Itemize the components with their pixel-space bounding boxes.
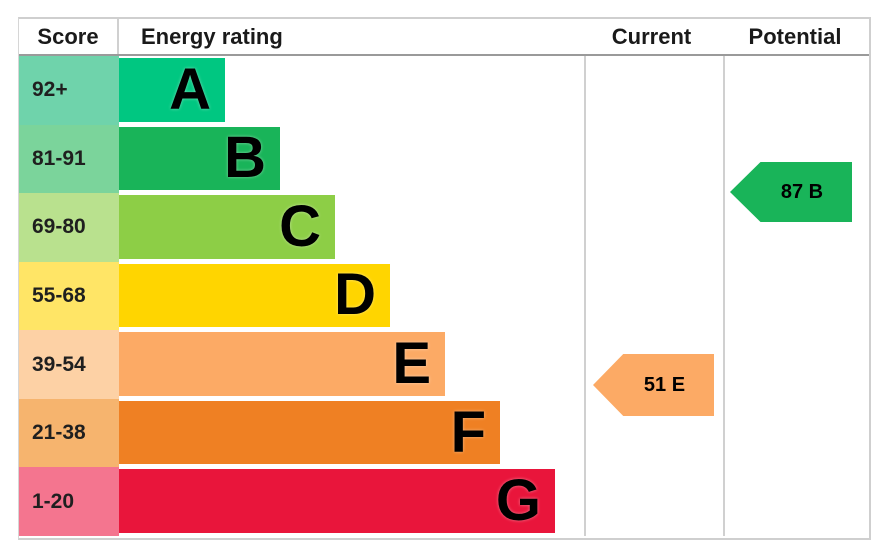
current-rating-label: 51 E xyxy=(643,373,686,396)
band-letter-e: E xyxy=(392,331,431,397)
band-row-e: 39-54 E xyxy=(19,330,869,399)
band-row-g: 1-20 G xyxy=(19,467,869,536)
chart-header-row: Score Energy rating Current Potential xyxy=(19,19,869,56)
rating-bar-g: G xyxy=(119,469,555,533)
current-column-header: Current xyxy=(611,23,692,49)
rating-bar-d: D xyxy=(119,262,390,328)
rating-bands: 92+ A 81-91 B 69-80 C 55-68 D 39-54 E 21… xyxy=(19,19,869,536)
band-letter-d: D xyxy=(334,262,376,328)
band-letter-f: F xyxy=(450,399,486,465)
current-rating-arrow: 51 E xyxy=(593,354,714,416)
rating-bar-b: B xyxy=(119,125,280,191)
energy-rating-column-header: Energy rating xyxy=(141,23,283,49)
score-range-a: 92+ xyxy=(19,56,119,125)
score-range-d: 55-68 xyxy=(19,261,119,331)
rating-bar-e: E xyxy=(119,332,445,396)
band-letter-g: G xyxy=(495,468,541,534)
score-range-f: 21-38 xyxy=(19,398,119,468)
band-row-d: 55-68 D xyxy=(19,261,869,331)
rating-bar-a: A xyxy=(119,58,225,122)
rating-bar-f: F xyxy=(119,399,500,465)
band-row-a: 92+ A xyxy=(19,56,869,125)
band-letter-b: B xyxy=(224,125,266,191)
epc-rating-chart: Score Energy rating Current Potential 92… xyxy=(18,17,871,540)
score-range-c: 69-80 xyxy=(19,193,119,262)
potential-rating-label: 87 B xyxy=(780,180,824,203)
score-range-e: 39-54 xyxy=(19,330,119,399)
current-column-divider xyxy=(584,19,586,536)
score-range-b: 81-91 xyxy=(19,124,119,194)
score-column-header: Score xyxy=(19,19,119,54)
potential-column-divider xyxy=(723,19,725,536)
potential-column-header: Potential xyxy=(748,23,842,49)
score-range-g: 1-20 xyxy=(19,467,119,536)
band-row-c: 69-80 C xyxy=(19,193,869,262)
band-letter-c: C xyxy=(279,193,321,259)
band-row-f: 21-38 F xyxy=(19,398,869,468)
rating-bar-c: C xyxy=(119,195,335,259)
band-letter-a: A xyxy=(169,56,211,122)
band-row-b: 81-91 B xyxy=(19,124,869,194)
